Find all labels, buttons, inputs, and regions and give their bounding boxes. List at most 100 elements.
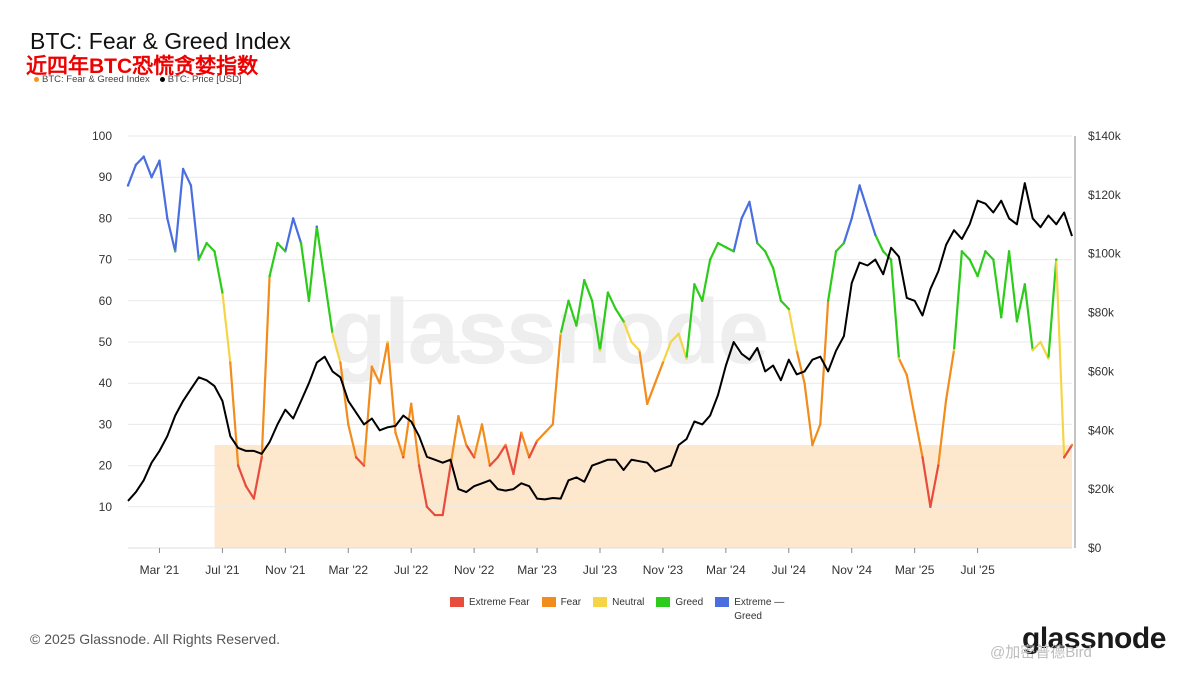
fgi-segment [410,402,421,467]
fgi-point [614,307,617,311]
fgi-point [457,414,460,418]
fgi-point [535,439,539,443]
fgi-point [441,513,444,517]
fgi-point [307,299,311,302]
fgi-segment [221,291,232,364]
fgi-segment [394,431,405,459]
band-legend-extreme-greed[interactable]: Extreme — Greed [715,596,786,624]
fgi-point [236,464,240,467]
fgi-point [1055,258,1058,261]
fgi-segment [606,291,617,311]
x-axis-tick: Mar '25 [895,563,935,577]
fgi-segment [528,439,539,459]
fgi-point [1007,250,1011,253]
greed-swatch-icon [656,597,671,607]
fgi-point [693,283,696,286]
fgi-point [472,456,476,459]
fgi-point [708,258,712,261]
fgi-segment [166,217,177,253]
band-legend-label: Extreme — Greed [734,597,785,622]
fgi-point [465,443,468,447]
fgi-segment [858,184,869,212]
fgi-segment [1047,258,1058,360]
fgi-point [244,485,248,488]
fgi-point [567,299,570,302]
chart-title: BTC: Fear & Greed Index [30,28,291,54]
fgi-segment [709,242,720,261]
fgi-point [598,349,602,352]
fgi-point [197,258,200,261]
right-axis-tick: $80k [1088,306,1115,320]
fgi-point [669,340,672,344]
fgi-segment [158,159,169,220]
fgi-point [701,299,704,302]
fgi-point [716,241,720,245]
band-legend-greed[interactable]: Greed [656,596,703,624]
fgi-point [803,382,806,385]
fgi-point [268,274,271,278]
fgi-segment [386,340,397,434]
band-legend-fear[interactable]: Fear [541,596,581,624]
price-line [127,182,1073,502]
left-axis-tick: 50 [99,335,113,349]
fgi-point [480,423,484,426]
fgi-point [284,250,287,253]
left-axis-tick: 80 [99,211,113,225]
fgi-point [488,464,492,467]
fgi-point [323,279,326,282]
legend-fgi-label: BTC: Fear & Greed Index [42,74,150,85]
fgi-segment [307,225,318,302]
fgi-point [1070,443,1074,447]
right-axis-tick: $140k [1088,129,1122,143]
fgi-segment [685,283,696,360]
right-axis-tick: $100k [1088,247,1122,261]
fgi-segment [811,423,822,447]
legend-price-label: BTC: Price [USD] [167,74,242,85]
fgi-segment [229,361,240,467]
fgi-point [992,258,995,261]
legend-fgi[interactable]: BTC: Fear & Greed Index [34,74,150,85]
fgi-point [315,225,318,228]
band-legend: Extreme Fear Fear Neutral Greed Extreme … [450,596,786,624]
fgi-point [299,241,303,245]
fgi-segment [402,402,413,459]
fgi-point [213,250,216,253]
x-axis-tick: Mar '24 [706,563,746,577]
left-axis-tick: 60 [99,294,113,308]
fgi-point [960,250,964,253]
fgi-point [622,320,625,323]
fgi-point [174,250,177,253]
fgi-segment [299,242,311,302]
fgi-segment [575,279,586,327]
fgi-point [1015,320,1019,323]
left-axis-tick: 20 [99,459,113,473]
fgi-segment [638,349,649,405]
fgi-segment [1000,250,1011,319]
fgi-point [874,233,877,237]
fgi-segment [1039,340,1050,360]
fgi-segment [779,299,790,311]
fgi-point [331,332,334,335]
band-legend-label: Greed [675,597,704,608]
band-legend-neutral[interactable]: Neutral [593,596,644,624]
fgi-point [976,274,979,278]
fgi-segment [764,250,775,269]
band-legend-extreme-fear[interactable]: Extreme Fear [450,596,530,624]
fgi-point [229,361,232,364]
fgi-segment [795,349,806,385]
fgi-segment [661,340,672,364]
fgi-segment [331,332,342,364]
legend-price[interactable]: BTC: Price [USD] [159,74,242,85]
fgi-point [528,456,531,459]
fgi-point [590,299,594,302]
fgi-point [724,246,728,249]
x-axis-tick: Jul '22 [394,563,429,577]
fgi-point [811,443,814,447]
fgi-point [1000,316,1003,319]
fgi-point [748,200,751,204]
fgi-segment [339,361,350,426]
fgi-segment [449,415,460,467]
fgi-segment [622,320,633,344]
top-legend: BTC: Fear & Greed Index BTC: Price [USD] [34,74,242,85]
